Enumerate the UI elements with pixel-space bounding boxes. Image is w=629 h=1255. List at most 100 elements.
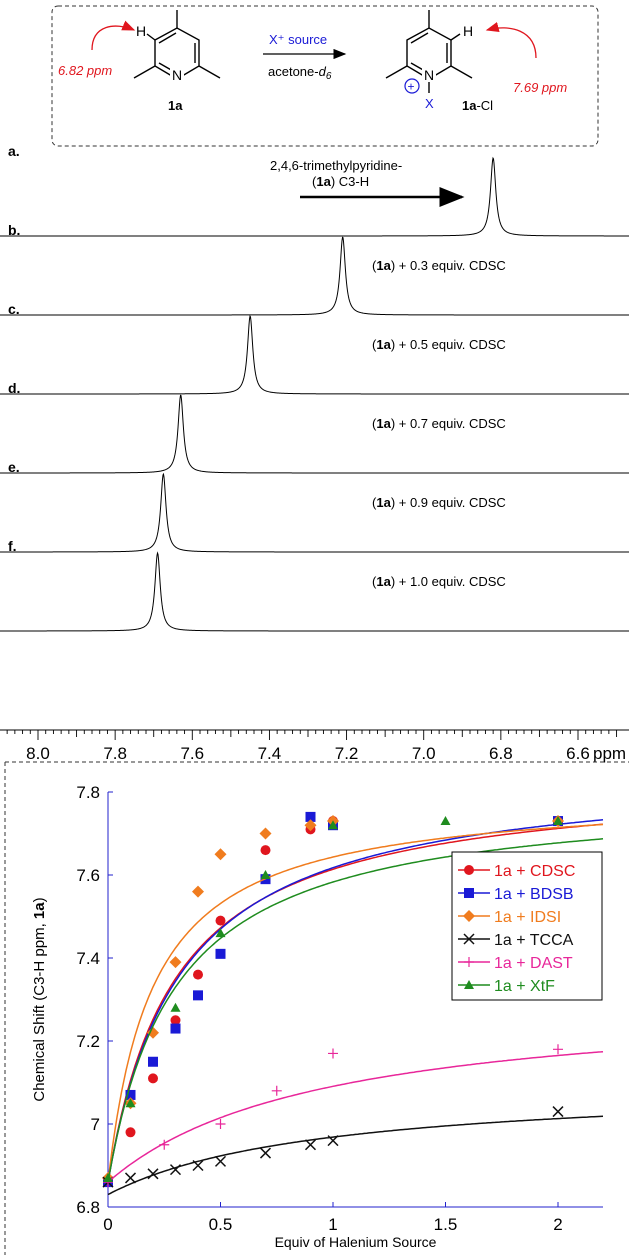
nmr-panel-label: (1a) + 0.7 equiv. CDSC [372, 416, 506, 431]
nmr-panel-label-open: ( [372, 337, 377, 352]
data-point-x [304, 1139, 317, 1151]
nmr-panel-label-rest: ) + 0.3 equiv. CDSC [391, 258, 506, 273]
nmr-axis-tick-label: 7.2 [335, 744, 359, 763]
chart-fit-curve [107, 819, 604, 1183]
nmr-panel-label: (1a) + 0.5 equiv. CDSC [372, 337, 506, 352]
data-point-x [552, 1106, 564, 1118]
nmr-panel-letter: f. [8, 538, 17, 554]
chart-y-axis-label: Chemical Shift (C3-H ppm, 1a) [31, 897, 48, 1101]
chart-x-tick-label: 1.5 [434, 1215, 458, 1234]
nmr-panel-label-rest: ) + 0.7 equiv. CDSC [391, 416, 506, 431]
charge-sign: + [408, 80, 415, 94]
nmr-axis-tick-label: 7.6 [180, 744, 204, 763]
scheme-border [51, 5, 599, 147]
data-point-square [193, 990, 203, 1001]
nmr-axis-tick-label: 8.0 [26, 744, 50, 763]
left-compound-label: 1a [168, 98, 183, 113]
nmr-x-axis: 8.0 7.8 7.6 7.4 7.2 7.0 6.8 6.6 ppm [0, 729, 629, 763]
legend-entry: 1a + IDSI [494, 909, 561, 926]
legend-entry: 1a + TCCA [494, 932, 574, 949]
chart-y-tick-label: 6.8 [76, 1198, 100, 1217]
nmr-axis-tick-label: 7.0 [412, 744, 436, 763]
data-point-x [214, 1155, 227, 1167]
data-point-x [259, 1147, 272, 1159]
nmr-panel-label: (1a) + 0.3 equiv. CDSC [372, 258, 506, 273]
nmr-spectrum-trace [0, 551, 629, 632]
data-point-diamond [463, 910, 475, 922]
right-shift-label: 7.69 ppm [513, 80, 567, 95]
data-point-diamond [214, 848, 227, 861]
data-point-circle [170, 1015, 181, 1026]
nmr-panel-letter: a. [8, 143, 20, 159]
nmr-panel-label-bold: 1a [376, 495, 391, 510]
chart-y-tick-label: 7.4 [76, 949, 100, 968]
chart-y-tick-label: 7 [91, 1115, 100, 1134]
data-point-triangle [215, 928, 226, 938]
nmr-panel-label-open: ( [372, 258, 377, 273]
nmr-panel-label: (1a) + 0.9 equiv. CDSC [372, 495, 506, 510]
nmr-spectrum-trace [0, 236, 629, 316]
legend-entry: 1a + BDSB [494, 886, 574, 903]
nmr-panel-label-rest: ) + 1.0 equiv. CDSC [391, 574, 506, 589]
left-red-arrow [91, 20, 136, 51]
left-h-atom: H [136, 23, 146, 39]
nmr-spectrum-trace [0, 472, 629, 553]
data-point-square [215, 948, 226, 959]
nmr-panel-label-bold: 1a [376, 337, 391, 352]
nmr-panel-label-rest: ) + 0.5 equiv. CDSC [391, 337, 506, 352]
nmr-panel-label: (1a) + 1.0 equiv. CDSC [372, 574, 506, 589]
left-shift-label: 6.82 ppm [58, 63, 112, 78]
legend-entry: 1a + DAST [494, 955, 573, 972]
titration-chart: 6.8 7 7.2 7.4 7.6 7.8 0 0.5 1 1.5 2 [76, 783, 604, 1234]
reagent-label: X⁺ source [269, 32, 327, 47]
data-point-triangle [328, 820, 338, 830]
nmr-panel-letter: b. [8, 222, 20, 238]
data-point-circle [125, 1127, 136, 1138]
data-point-plus [159, 1139, 170, 1150]
data-point-triangle [170, 1002, 181, 1012]
data-point-circle [148, 1073, 158, 1084]
chart-x-tick-label: 0.5 [209, 1215, 233, 1234]
nmr-annotation-line1: 2,4,6-trimethylpyridine- [270, 158, 402, 173]
chart-fit-curve [107, 1115, 604, 1196]
nmr-axis-tick-label: 7.4 [258, 744, 282, 763]
nmr-panel: a. [0, 143, 629, 237]
nmr-panel-label-rest: ) + 0.9 equiv. CDSC [391, 495, 506, 510]
data-point-plus [464, 957, 474, 967]
data-point-circle [215, 915, 226, 926]
nmr-panel: d. (1a) + 0.7 equiv. CDSC [0, 380, 629, 474]
data-point-square [125, 1089, 136, 1100]
data-point-triangle [464, 980, 474, 989]
chart-fit-curve [107, 823, 604, 1183]
data-point-x [147, 1168, 159, 1180]
chart-x-axis-label: Equiv of Halenium Source [275, 1234, 437, 1250]
chart-legend-box [451, 851, 603, 1001]
nmr-panel-label-bold: 1a [376, 416, 391, 431]
data-point-x [192, 1159, 204, 1172]
legend-entry: 1a + XtF [494, 978, 555, 995]
data-point-diamond [147, 1026, 159, 1039]
nmr-panel-label-bold: 1a [376, 574, 391, 589]
chart-y-tick-label: 7.8 [76, 783, 100, 802]
data-point-diamond [192, 885, 204, 898]
nmr-panel-letter: e. [8, 459, 20, 475]
nmr-panel: f. (1a) + 1.0 equiv. CDSC [0, 538, 629, 632]
left-n-atom: N [172, 67, 182, 83]
data-point-triangle [553, 816, 563, 826]
nmr-panel: e. (1a) + 0.9 equiv. CDSC [0, 459, 629, 553]
positive-charge-icon [404, 78, 420, 94]
data-point-square [148, 1056, 158, 1067]
chart-x-tick-label: 1 [328, 1215, 337, 1234]
data-point-triangle [103, 1172, 113, 1182]
data-point-diamond [169, 956, 182, 969]
data-point-square [464, 888, 474, 898]
chart-legend: 1a + CDSC 1a + BDSB 1a + IDSI 1a + TCCA 1a +… [451, 851, 603, 1001]
data-point-triangle [125, 1098, 136, 1108]
right-n-atom: N [424, 67, 434, 83]
nmr-axis-tick-label: 6.6 [566, 744, 590, 763]
chart-fit-curve [107, 838, 604, 1183]
nmr-panel-label-bold: 1a [376, 258, 391, 273]
right-h-atom: H [463, 23, 473, 39]
data-point-diamond [259, 827, 272, 840]
nmr-annotation-line2: (1a) C3-H [312, 174, 369, 189]
